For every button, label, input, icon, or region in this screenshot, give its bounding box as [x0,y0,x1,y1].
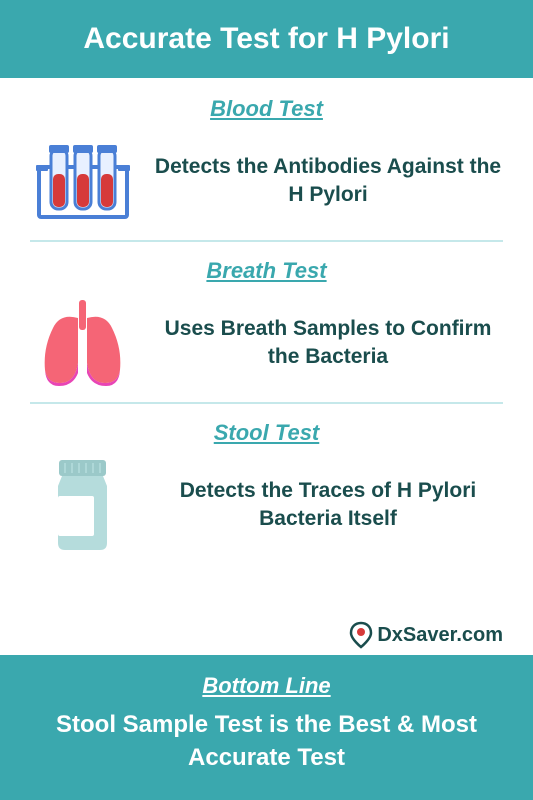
main-content: Blood Test Det [0,78,533,655]
section-description: Detects the Antibodies Against the H Pyl… [153,153,503,210]
section-body: Uses Breath Samples to Confirm the Bacte… [30,298,503,388]
section-title: Blood Test [30,96,503,122]
header-banner: Accurate Test for H Pylori [0,0,533,78]
lungs-icon [30,298,135,388]
divider [30,402,503,404]
divider [30,240,503,242]
container-icon [30,460,135,550]
brand-logo: DxSaver.com [349,621,503,649]
page-title: Accurate Test for H Pylori [10,22,523,56]
footer-banner: Bottom Line Stool Sample Test is the Bes… [0,655,533,800]
section-description: Uses Breath Samples to Confirm the Bacte… [153,315,503,372]
brand-text: DxSaver.com [377,624,503,647]
footer-title: Bottom Line [20,673,513,699]
section-description: Detects the Traces of H Pylori Bacteria … [153,477,503,534]
section-title: Stool Test [30,420,503,446]
section-title: Breath Test [30,258,503,284]
test-tubes-icon [30,136,135,226]
footer-description: Stool Sample Test is the Best & Most Acc… [20,709,513,774]
section-stool-test: Stool Test Detects the Traces of H Pylor… [30,420,503,550]
section-blood-test: Blood Test Det [30,96,503,226]
section-body: Detects the Traces of H Pylori Bacteria … [30,460,503,550]
map-pin-icon [349,621,373,649]
section-body: Detects the Antibodies Against the H Pyl… [30,136,503,226]
section-breath-test: Breath Test Uses Breath Samples to Confi… [30,258,503,388]
